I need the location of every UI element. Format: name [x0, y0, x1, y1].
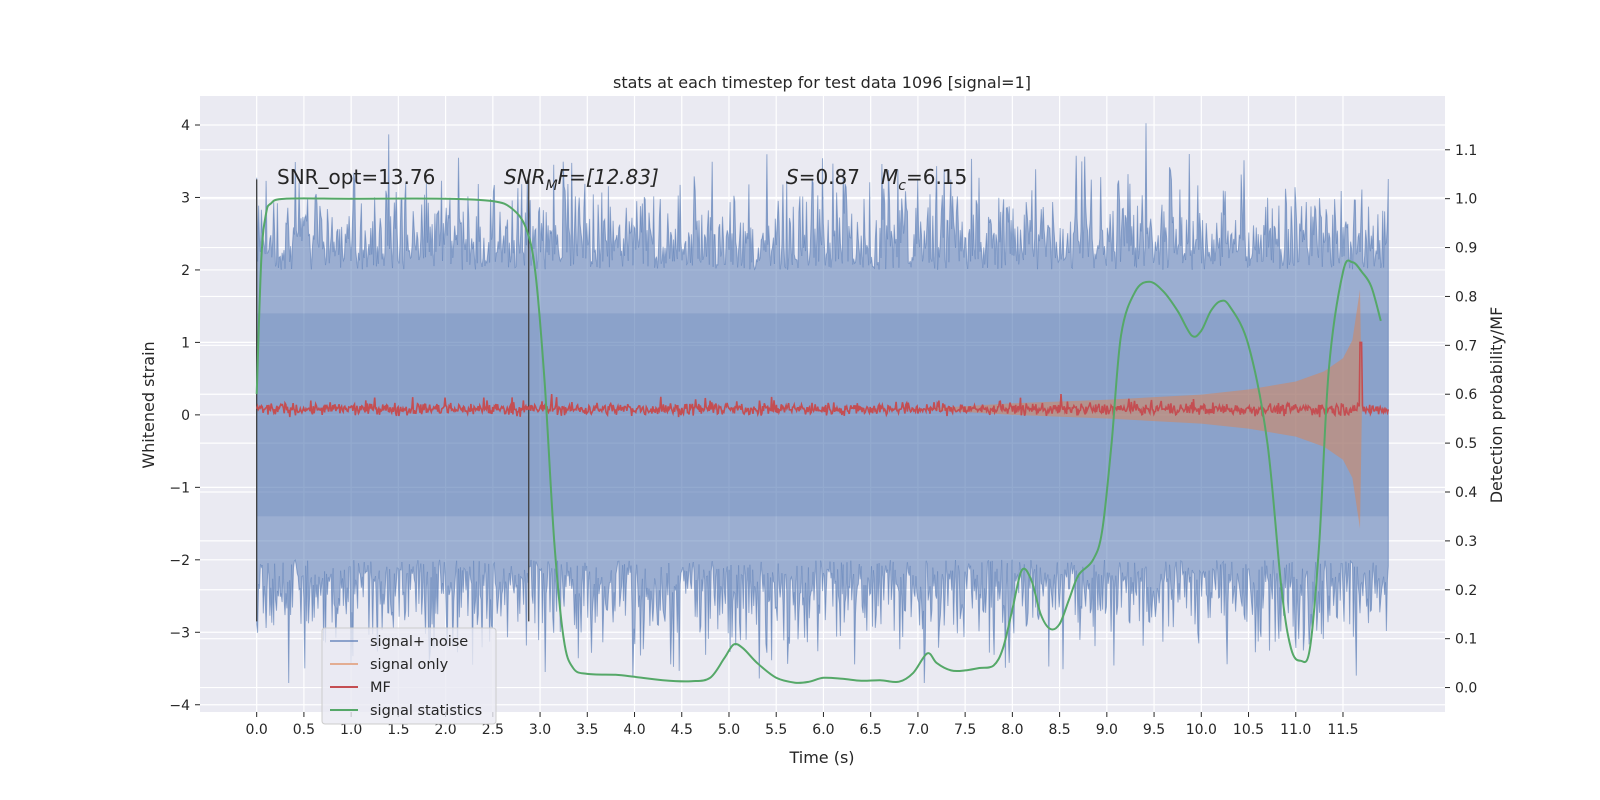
x-tick-label: 6.5	[860, 722, 882, 738]
annotation-mc: Mc=6.15	[881, 165, 967, 194]
y-tick-label: −3	[169, 625, 190, 641]
data-layer	[255, 123, 1390, 684]
y-right-tick-label: 0.9	[1455, 241, 1477, 257]
x-tick-label: 4.0	[623, 722, 645, 738]
signal-statistics-line	[255, 197, 1382, 684]
y-right-axis-label: Detection probability/MF	[1487, 307, 1506, 504]
x-tick-label: 5.5	[765, 722, 787, 738]
y-right-tick-label: 0.6	[1455, 387, 1477, 403]
x-tick-label: 11.0	[1280, 722, 1311, 738]
annotation-snr-mf: SNRMF=[12.83]	[504, 165, 659, 194]
y-right-tick-label: 1.1	[1455, 143, 1477, 159]
x-tick-label: 8.5	[1048, 722, 1070, 738]
x-tick-label: 9.0	[1096, 722, 1118, 738]
y-right-tick-label: 0.0	[1455, 681, 1477, 697]
y-right-tick-label: 0.5	[1455, 436, 1477, 452]
legend-label-signal-statistics: signal statistics	[370, 703, 482, 719]
y-right-tick-label: 0.3	[1455, 534, 1477, 550]
x-tick-label: 8.0	[1001, 722, 1023, 738]
annotation-mc-value: =6.15	[906, 165, 967, 189]
x-tick-label: 10.0	[1186, 722, 1217, 738]
y-right-tick-label: 0.7	[1455, 338, 1477, 354]
annotation-snr-mf-sub: M	[546, 178, 558, 194]
x-axis-label: Time (s)	[788, 748, 854, 767]
annotation-snr-mf-base: SNR	[504, 165, 546, 189]
x-tick-label: 3.5	[576, 722, 598, 738]
y-tick-label: 3	[181, 190, 190, 206]
x-axis-ticks: 0.0 0.5 1.0 1.5 2.0 2.5 3.0 3.5 4.0 4.5 5.0 5.5 6.0 6…	[246, 712, 1359, 738]
x-tick-label: 11.5	[1327, 722, 1358, 738]
series-signal-statistics	[255, 197, 1382, 684]
x-tick-label: 7.5	[954, 722, 976, 738]
x-tick-label: 1.5	[387, 722, 409, 738]
legend: signal+ noise signal only MF signal stat…	[321, 627, 497, 725]
signal-noise-band	[256, 123, 1389, 684]
series-mf	[255, 341, 1390, 419]
y-axis-label: Whitened strain	[139, 341, 158, 468]
y-tick-label: 1	[181, 335, 190, 351]
x-tick-label: 6.0	[812, 722, 834, 738]
legend-frame	[321, 627, 497, 725]
mf-trace	[255, 341, 1390, 419]
x-tick-label: 0.0	[246, 722, 268, 738]
annotation-snr-opt: SNR_opt=13.76	[277, 165, 435, 189]
y-right-tick-label: 0.4	[1455, 485, 1477, 501]
y-tick-label: −1	[169, 480, 190, 496]
x-tick-label: 0.5	[293, 722, 315, 738]
y-tick-label: 4	[181, 118, 190, 134]
annotation-s-value: =0.87	[799, 165, 860, 189]
x-tick-label: 9.5	[1143, 722, 1165, 738]
y-tick-label: −4	[169, 698, 190, 714]
annotation-mc-sub: c	[898, 178, 906, 194]
annotation-s-symbol: S	[786, 165, 799, 189]
y-tick-label: −2	[169, 553, 190, 569]
annotation-snr-mf-rest: F=[12.83]	[558, 165, 659, 189]
y-right-tick-label: 0.8	[1455, 289, 1477, 305]
annotation-s: S=0.87	[786, 165, 860, 189]
legend-label-signal-noise: signal+ noise	[370, 634, 468, 650]
legend-label-mf: MF	[370, 680, 391, 696]
x-tick-label: 2.0	[434, 722, 456, 738]
chart-title: stats at each timestep for test data 109…	[613, 73, 1031, 92]
y-tick-label: 0	[181, 408, 190, 424]
x-tick-label: 5.0	[718, 722, 740, 738]
x-tick-label: 7.0	[907, 722, 929, 738]
y-right-tick-label: 0.1	[1455, 632, 1477, 648]
y-right-tick-label: 1.0	[1455, 192, 1477, 208]
x-tick-label: 10.5	[1233, 722, 1264, 738]
y-tick-label: 2	[181, 263, 190, 279]
x-tick-label: 2.5	[482, 722, 504, 738]
legend-label-signal-only: signal only	[370, 657, 449, 673]
x-tick-label: 3.0	[529, 722, 551, 738]
annotation-mc-symbol: M	[881, 165, 898, 189]
y-right-axis-ticks: 0.0 0.1 0.2 0.3 0.4 0.5 0.6 0.7 0.8 0.9 1.0 1.1	[1445, 143, 1477, 697]
y-axis-ticks: −4 −3 −2 −1 0 1 2 3 4	[169, 118, 200, 714]
x-tick-label: 1.0	[340, 722, 362, 738]
x-tick-label: 4.5	[671, 722, 693, 738]
y-right-tick-label: 0.2	[1455, 583, 1477, 599]
